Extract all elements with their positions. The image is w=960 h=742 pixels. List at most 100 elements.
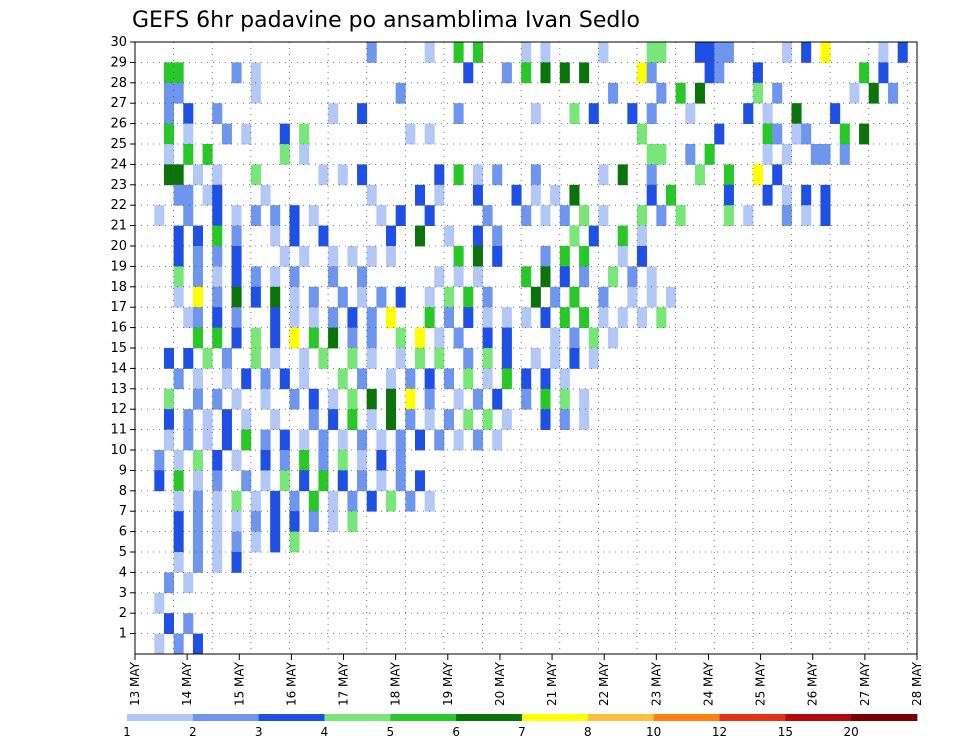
colorbar-segment	[785, 714, 852, 721]
y-tick-label: 11	[110, 423, 127, 438]
heatmap-cell	[482, 327, 493, 349]
heatmap-cell	[357, 470, 368, 492]
heatmap-cell	[530, 348, 541, 369]
heatmap-cell	[270, 205, 281, 226]
heatmap-cell	[482, 368, 493, 390]
heatmap-cell	[530, 103, 541, 124]
heatmap-cell	[270, 409, 281, 430]
y-tick-label: 15	[110, 341, 127, 356]
y-tick-label: 8	[119, 484, 127, 499]
heatmap-cell	[241, 429, 252, 451]
heatmap-cell	[318, 470, 329, 492]
heatmap-cell	[270, 286, 281, 308]
heatmap-cell	[154, 470, 165, 492]
heatmap-cell	[231, 490, 242, 512]
heatmap-cell	[414, 327, 426, 349]
heatmap-cell	[414, 470, 426, 492]
y-tick-label: 13	[110, 382, 127, 397]
heatmap-cell	[376, 470, 387, 492]
heatmap-cell	[318, 348, 329, 369]
heatmap-cell	[328, 103, 339, 124]
heatmap-cell	[723, 42, 734, 63]
heatmap-cell	[299, 368, 310, 390]
heatmap-cell	[279, 144, 290, 165]
colorbar-label: 1	[123, 725, 131, 739]
heatmap-cell	[540, 42, 551, 63]
y-axis-ticks: 1234567891011121314151617181920212223242…	[110, 35, 135, 642]
heatmap-cell	[405, 490, 416, 512]
heatmap-cell	[859, 62, 870, 84]
heatmap-cell	[173, 225, 184, 247]
heatmap-cell	[192, 327, 203, 349]
x-tick-label: 22 MAY	[597, 661, 611, 706]
heatmap-cell	[434, 429, 445, 451]
heatmap-cell	[801, 205, 812, 226]
heatmap-cell	[347, 388, 358, 410]
heatmap-cell	[173, 184, 184, 206]
heatmap-cell	[521, 205, 532, 226]
heatmap-cell	[347, 327, 358, 349]
heatmap-cell	[868, 82, 879, 104]
heatmap-cell	[820, 42, 831, 63]
heatmap-cell	[328, 388, 339, 410]
heatmap-cell	[646, 286, 657, 308]
heatmap-cell	[212, 490, 223, 512]
heatmap-cell	[270, 307, 281, 328]
x-tick-label: 15 MAY	[232, 661, 246, 706]
heatmap-cell	[849, 82, 860, 104]
heatmap-cell	[443, 286, 454, 308]
heatmap-cell	[357, 368, 368, 390]
heatmap-cell	[492, 388, 503, 410]
colorbar-segment	[127, 714, 194, 721]
heatmap-cell	[366, 307, 377, 328]
heatmap-cell	[289, 286, 300, 308]
heatmap-cell	[183, 307, 194, 328]
heatmap-cell	[308, 205, 319, 226]
heatmap-cell	[231, 327, 242, 349]
heatmap-cell	[192, 470, 203, 492]
heatmap-cell	[743, 205, 754, 226]
heatmap-cell	[434, 164, 445, 186]
heatmap-cell	[366, 42, 377, 63]
heatmap-cell	[704, 144, 715, 165]
heatmap-cell	[646, 42, 657, 63]
colorbar-segment	[324, 714, 391, 721]
colorbar-label: 15	[778, 725, 793, 739]
heatmap-cell	[231, 246, 242, 267]
heatmap-cell	[337, 368, 348, 390]
heatmap-cell	[559, 246, 570, 267]
heatmap-cell	[395, 82, 406, 104]
heatmap-cell	[550, 184, 561, 206]
heatmap-cell	[424, 368, 435, 390]
heatmap-cell	[521, 42, 532, 63]
heatmap-cell	[472, 266, 483, 288]
heatmap-cell	[569, 103, 580, 124]
y-tick-label: 19	[110, 259, 127, 274]
heatmap-cell	[752, 164, 763, 186]
heatmap-cell	[646, 164, 657, 186]
heatmap-cell	[231, 511, 242, 532]
heatmap-cell	[472, 225, 483, 247]
x-tick-label: 23 MAY	[649, 661, 663, 706]
heatmap-cell	[752, 82, 763, 104]
heatmap-cell	[289, 388, 300, 410]
heatmap-cell	[212, 205, 223, 226]
heatmap-cell	[347, 246, 358, 267]
heatmap-cell	[694, 42, 705, 63]
heatmap-cell	[482, 205, 493, 226]
heatmap-cell	[289, 490, 300, 512]
heatmap-cell	[183, 205, 194, 226]
heatmap-cell	[424, 409, 435, 430]
heatmap-cell	[308, 409, 319, 430]
colorbar-label: 12	[712, 725, 727, 739]
heatmap-cell	[888, 82, 899, 104]
heatmap-cell	[617, 225, 628, 247]
heatmap-cell	[183, 144, 194, 165]
x-tick-label: 17 MAY	[337, 661, 351, 706]
heatmap-cell	[386, 368, 397, 390]
heatmap-cell	[472, 246, 483, 267]
heatmap-cell	[579, 409, 590, 430]
heatmap-cell	[366, 327, 377, 349]
heatmap-cell	[299, 348, 310, 369]
